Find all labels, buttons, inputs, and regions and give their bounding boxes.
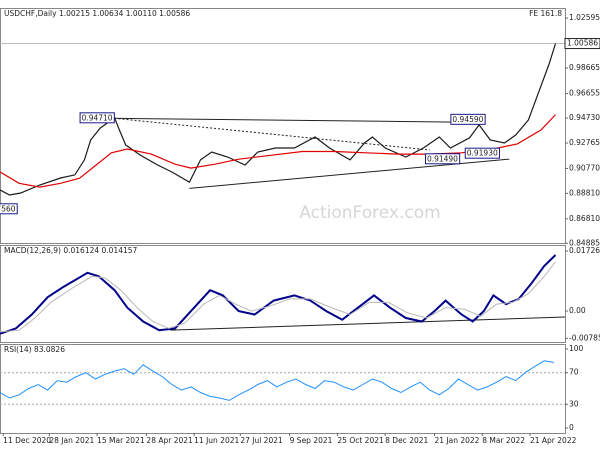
y-tick-label: 70 [569,368,579,377]
panel-frame [0,344,566,434]
y-tick-label: 0.94730 [569,113,600,122]
series-line [0,43,557,196]
y-tick-label: 0.90770 [569,163,600,172]
trendline [114,117,467,123]
x-tick-label: 28 Jan 2021 [49,436,94,445]
x-tick-label: 11 Jun 2021 [194,436,239,445]
y-tick-label: 0.88810 [569,188,600,197]
x-tick-label: 11 Dec 2020 [3,436,51,445]
annotation-box [79,112,115,124]
y-tick-label: 0.96655 [569,89,600,98]
watermark: ActionForex.com [299,203,440,223]
annotation-box [424,153,461,165]
y-tick-label: 0.017266 [569,246,600,255]
trendline [170,316,566,331]
x-tick-label: 28 Apr 2021 [146,436,193,445]
x-tick-label: 27 Jul 2021 [240,436,283,445]
trendline [114,117,430,151]
annotation-box [450,113,486,125]
y-tick-label: 0.86810 [569,214,600,223]
last-price-box [564,38,600,50]
series-line [0,360,554,401]
y-tick-label: 0 [569,423,574,432]
y-tick-label: 0.98665 [569,63,600,72]
panel-frame [0,245,566,343]
y-tick-label: 30 [569,399,579,408]
x-tick-label: 15 Mar 2021 [97,436,145,445]
x-tick-label: 21 Jan 2022 [434,436,479,445]
panel-title: MACD(12,26,9) 0.016124 0.014157 [4,246,138,255]
series-line [0,261,556,333]
panel-frame [0,8,566,244]
x-tick-label: 9 Sep 2021 [290,436,333,445]
y-tick-label: 100 [569,344,584,353]
y-tick-label: 0.84885 [569,238,600,247]
y-tick-label: 1.02595 [569,13,600,22]
last-price-label: 1.00586 [567,39,598,48]
y-tick-label: 0.92765 [569,138,600,147]
indicator-label: FE 161.8 [529,9,562,18]
annotation: 0.91490 [427,154,458,163]
y-tick-label: -0.007856 [569,333,600,342]
series-line [0,254,557,335]
annotation: 0.94590 [452,115,483,124]
x-tick-label: 25 Oct 2021 [337,436,384,445]
y-tick-label: 0.00 [569,306,586,315]
annotation: 0.94710 [82,113,113,122]
trendline [189,158,510,189]
x-tick-label: 8 Dec 2021 [385,436,428,445]
annotation: 0.91930 [467,149,498,158]
panel-title: RSI(14) 83.0826 [4,345,65,354]
annotation-box [0,203,18,215]
x-tick-label: 8 Mar 2022 [482,436,525,445]
x-tick-label: 21 Apr 2022 [530,436,577,445]
panel-title: USDCHF,Daily 1.00215 1.00634 1.00110 1.0… [4,9,190,18]
annotation: 7560 [0,204,16,213]
annotation-box [464,147,500,159]
